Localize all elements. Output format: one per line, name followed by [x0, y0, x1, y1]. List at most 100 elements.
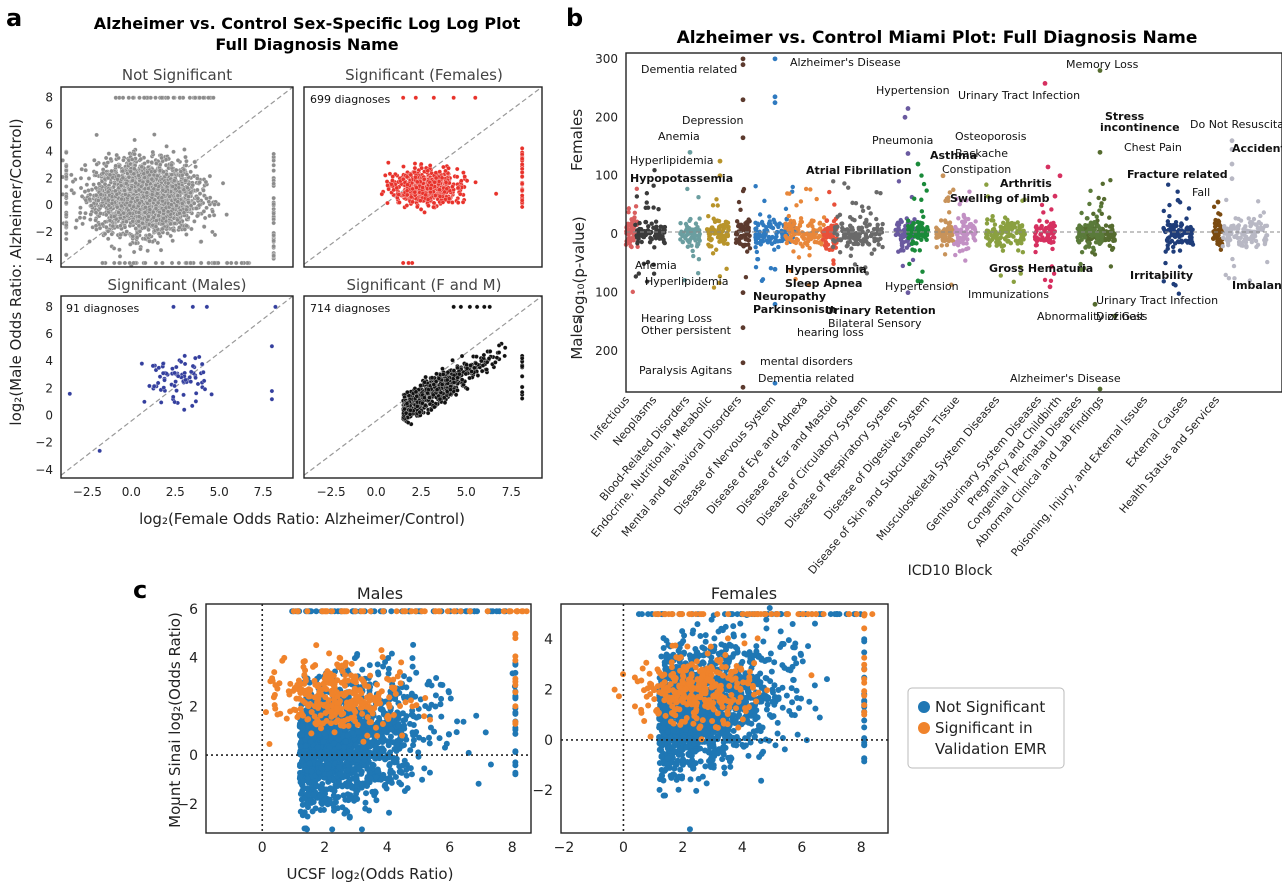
- data-point: [136, 218, 141, 224]
- data-point: [502, 353, 507, 359]
- data-point: [422, 210, 427, 215]
- miami-point: [776, 244, 781, 250]
- miami-point: [626, 210, 631, 215]
- data-point: [444, 377, 450, 383]
- data-point: [190, 363, 196, 369]
- data-point: [404, 401, 410, 406]
- data-point: [519, 389, 525, 395]
- data-point: [479, 368, 485, 374]
- data-point: [428, 186, 433, 191]
- data-point: [207, 173, 213, 179]
- data-point: [165, 95, 171, 100]
- data-point: [422, 395, 427, 400]
- data-point: [271, 201, 276, 207]
- data-point: [120, 168, 125, 174]
- miami-point: [798, 241, 803, 246]
- data-point: [146, 186, 151, 191]
- miami-point: [710, 251, 716, 256]
- data-point: [155, 191, 160, 196]
- data-point: [434, 387, 440, 392]
- data-point: [107, 218, 113, 223]
- data-point: [204, 196, 209, 201]
- data-point: [130, 234, 135, 239]
- data-point: [457, 371, 462, 377]
- data-point: [168, 221, 173, 227]
- data-point: [83, 197, 89, 203]
- data-point: [183, 163, 189, 168]
- data-point: [437, 169, 442, 174]
- data-point: [188, 260, 193, 266]
- data-point: [443, 180, 449, 185]
- data-point: [519, 396, 525, 401]
- data-point: [96, 198, 101, 203]
- data-point: [159, 95, 165, 100]
- miami-point: [753, 264, 759, 270]
- miami-point: [832, 202, 837, 207]
- data-point: [210, 229, 215, 235]
- data-point: [109, 201, 115, 206]
- data-point: [120, 95, 126, 100]
- miami-point: [724, 266, 729, 272]
- data-point: [116, 173, 121, 179]
- data-point: [109, 168, 114, 174]
- data-point: [469, 369, 474, 374]
- data-point: [413, 174, 418, 180]
- data-point: [410, 199, 415, 205]
- miami-point: [784, 235, 789, 240]
- data-point: [192, 159, 197, 165]
- panel-a-xticks-left: −2.5 0.0 2.5 5.0 7.5: [73, 485, 273, 499]
- data-point: [145, 248, 150, 254]
- data-point: [172, 370, 177, 376]
- miami-point: [768, 265, 774, 271]
- data-point: [170, 238, 175, 244]
- data-point: [168, 233, 173, 239]
- data-point: [451, 304, 456, 310]
- data-point: [182, 227, 188, 232]
- miami-point: [629, 217, 634, 222]
- data-point: [191, 173, 197, 179]
- data-point: [486, 356, 492, 361]
- data-point: [132, 166, 137, 172]
- data-point: [89, 203, 94, 208]
- data-point: [207, 213, 212, 219]
- miami-point: [644, 200, 649, 205]
- data-point: [464, 178, 470, 183]
- data-point: [389, 182, 394, 187]
- ytick-label: 8: [45, 91, 53, 105]
- data-point: [187, 375, 193, 380]
- data-point: [464, 362, 469, 367]
- data-point: [431, 95, 437, 100]
- data-point: [519, 174, 525, 179]
- data-point: [192, 219, 197, 224]
- data-point: [457, 191, 463, 197]
- data-point: [136, 214, 142, 219]
- data-point: [209, 392, 214, 397]
- miami-point: [757, 212, 763, 217]
- data-point: [64, 168, 69, 173]
- miami-point: [753, 244, 758, 250]
- data-point: [184, 172, 190, 177]
- data-point: [439, 175, 445, 181]
- data-point: [164, 144, 169, 149]
- data-point: [383, 173, 388, 178]
- ytick-label: −2: [35, 225, 53, 239]
- data-point: [127, 187, 133, 192]
- data-point: [394, 185, 400, 191]
- data-point: [130, 95, 136, 100]
- data-point: [87, 239, 92, 244]
- data-point: [473, 95, 478, 100]
- data-point: [412, 189, 418, 195]
- miami-point: [690, 248, 695, 254]
- data-point: [82, 162, 88, 168]
- data-point: [202, 215, 208, 221]
- miami-point: [653, 219, 659, 224]
- data-point: [178, 359, 184, 365]
- scatter-sig-females: [303, 86, 543, 266]
- data-point: [131, 249, 137, 255]
- data-point: [84, 182, 90, 187]
- data-point: [414, 393, 420, 399]
- miami-point: [649, 221, 654, 226]
- count-sig-fm: 714 diagnoses: [310, 302, 390, 315]
- data-point: [153, 260, 159, 266]
- data-point: [203, 179, 209, 185]
